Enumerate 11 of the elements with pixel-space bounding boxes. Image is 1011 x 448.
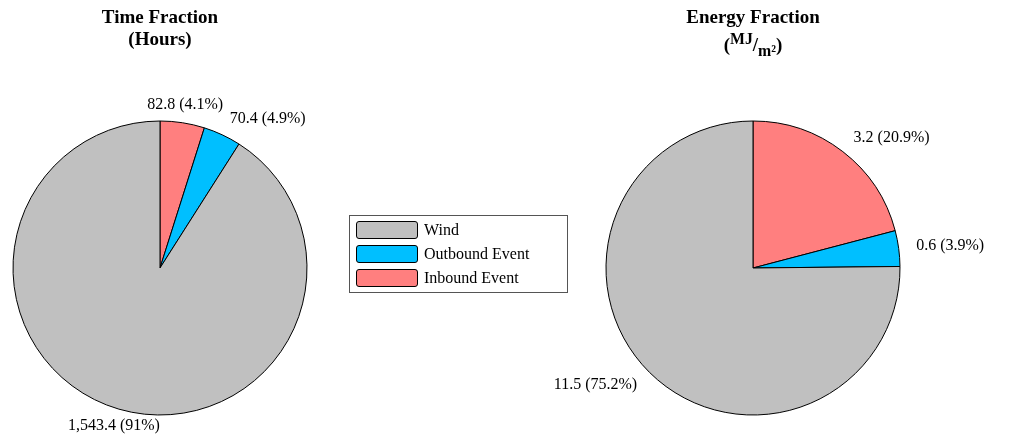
legend-label: Wind <box>424 221 459 239</box>
legend-label: Inbound Event <box>424 269 519 287</box>
data-label: 82.8 (4.1%) <box>147 95 224 114</box>
data-label: 1,543.4 (91%) <box>67 416 160 435</box>
chart-title: Time Fraction (Hours) <box>100 6 220 50</box>
data-label: 0.6 (3.9%) <box>916 236 985 255</box>
legend-label: Outbound Event <box>424 245 530 263</box>
data-label: 70.4 (4.9%) <box>229 109 306 128</box>
data-label: 3.2 (20.9%) <box>853 127 930 146</box>
data-label: 11.5 (75.2%) <box>553 375 638 394</box>
chart-title: Energy Fraction ($^{MJ}$/$_{m²}$) <box>685 6 821 62</box>
